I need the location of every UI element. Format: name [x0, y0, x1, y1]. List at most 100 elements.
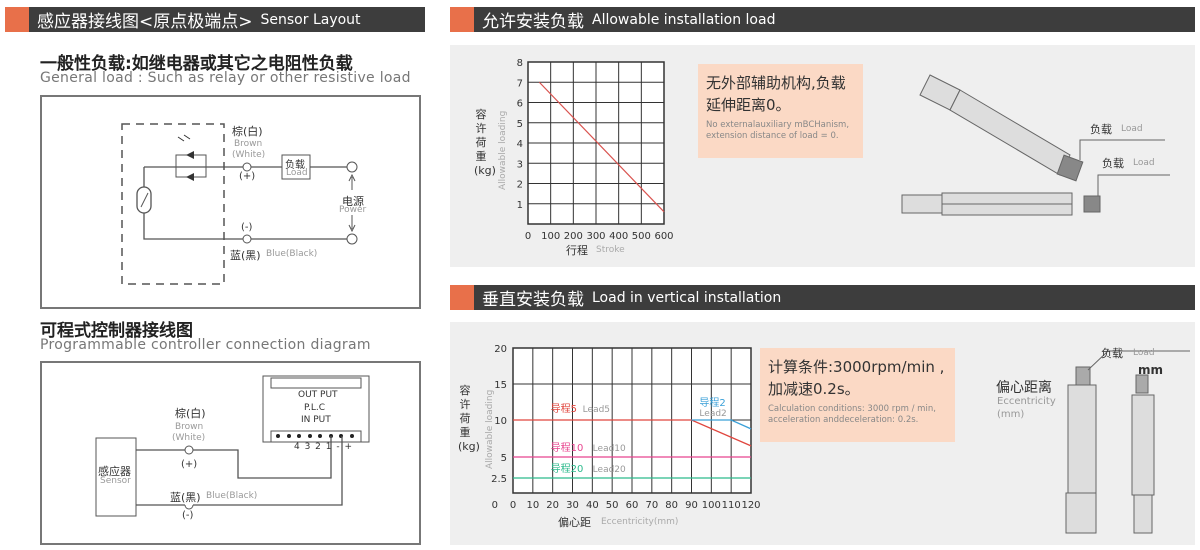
white-en: (White) — [232, 150, 266, 160]
header-en: Sensor Layout — [260, 11, 361, 28]
accent-square — [5, 7, 29, 32]
y-tick-label: 2.5 — [491, 474, 507, 485]
stroke-load-chart: 0 100 200 300 400 500 600 1 2 3 4 5 6 7 8 — [517, 58, 674, 242]
eccentricity-unit: (mm) — [997, 409, 1025, 420]
header-zh: 感应器接线图<原点极端点> — [37, 12, 253, 32]
x-tick-label: 100 — [541, 231, 560, 242]
sensor-box — [95, 437, 137, 517]
header-en: Load in vertical installation — [592, 289, 782, 306]
x-tick-label: 60 — [626, 500, 639, 511]
x-tick-label: 500 — [632, 231, 651, 242]
y-tick-label: 4 — [517, 139, 523, 150]
series-label-zh: 导程10 — [551, 442, 584, 454]
header-zh: 允许安装负载 — [482, 12, 584, 32]
y-tick-label: 20 — [494, 344, 507, 355]
power-zh: 电源 — [342, 195, 364, 208]
reed-switch-icon — [136, 186, 152, 214]
x-tick-label: 10 — [526, 500, 539, 511]
minus-label: (-) — [241, 222, 253, 233]
general-load-subtitle: General load : Such as relay or other re… — [40, 70, 411, 86]
accent-square — [450, 285, 474, 310]
load-curve — [538, 81, 665, 213]
y-tick-label: 7 — [517, 78, 523, 89]
x-tick-label: 400 — [609, 231, 628, 242]
y-tick-label: 5 — [517, 119, 523, 130]
blue-zh: 蓝(黑) — [230, 249, 261, 262]
c2-xlabel-zh: 偏心距 — [558, 516, 591, 529]
plc-subtitle: Programmable controller connection diagr… — [40, 337, 371, 353]
load-label-2-en: Load — [1133, 158, 1155, 168]
sensor-en: Sensor — [100, 476, 131, 486]
sensor-zh: 感应器 — [98, 465, 131, 478]
y-tick-label: 10 — [494, 416, 507, 427]
series-label-zh: 导程20 — [551, 463, 584, 475]
y-tick-label: 5 — [501, 453, 507, 464]
actuator-vertical-illustration — [1065, 350, 1190, 534]
note-zh: 无外部辅助机构,负载延伸距离0。 — [706, 74, 846, 114]
brown-zh: 棕(白) — [175, 407, 206, 420]
series-label-zh: 导程5 — [551, 403, 577, 415]
plc-terminals: 4 3 2 1 - + — [294, 442, 353, 452]
header-zh: 垂直安装负载 — [482, 290, 584, 310]
series-label-en: Lead2 — [699, 409, 726, 419]
vertical-load-header: 垂直安装负载 Load in vertical installation — [450, 285, 1195, 310]
y-tick-label: 6 — [517, 99, 523, 110]
eccentricity-load-chart: 0 10 20 30 40 50 60 70 80 90 100 110 120 2.5 5 10 15 20 0 导… — [491, 344, 760, 511]
x-tick-label: 120 — [741, 500, 760, 511]
c1-ylabel-en: Allowable loading — [498, 110, 508, 190]
x-tick-label: 300 — [586, 231, 605, 242]
load-label-2-zh: 负载 — [1102, 157, 1124, 170]
c2-xlabel-en: Eccentricity(mm) — [601, 517, 679, 527]
y-tick-label: 3 — [517, 159, 523, 170]
x-tick-label: 50 — [606, 500, 619, 511]
eccentricity-zh: 偏心距离 — [996, 380, 1052, 396]
x-tick-label: 90 — [685, 500, 698, 511]
x-tick-label: 100 — [702, 500, 721, 511]
allowable-note: 无外部辅助机构,负载延伸距离0。 No externalauxiliary mB… — [698, 64, 863, 158]
x-tick-label: 20 — [546, 500, 559, 511]
actuator-horizontal-illustration — [901, 74, 1170, 216]
brown-en: Brown — [175, 422, 204, 432]
x-tick-label: 600 — [654, 231, 673, 242]
y-tick-label: 1 — [517, 200, 523, 211]
series-label-zh: 导程2 — [699, 397, 725, 409]
x-tick-label: 80 — [665, 500, 678, 511]
load-label-1-zh: 负载 — [1090, 123, 1112, 136]
minus-label: (-) — [182, 510, 194, 521]
plus-label: (+) — [181, 459, 198, 470]
c1-xlabel-en: Stroke — [596, 245, 625, 255]
blue-en: Blue(Black) — [206, 491, 258, 501]
load-box — [281, 154, 311, 180]
eccentricity-en: Eccentricity — [997, 396, 1056, 407]
general-load-diagram: 棕(白) Brown (White) (+) (-) 负载 Load 电源 Po… — [40, 95, 421, 309]
blue-en: Blue(Black) — [266, 249, 318, 259]
plc-label: P.L.C — [304, 403, 326, 413]
y-tick-label: 0 — [492, 500, 498, 511]
series-label-en: Lead20 — [593, 465, 626, 475]
y-tick-label: 8 — [517, 58, 523, 69]
wiring-svg — [121, 123, 358, 285]
note-zh: 计算条件:3000rpm/min ,加减速0.2s。 — [768, 358, 945, 398]
accent-square — [450, 7, 474, 32]
brown-en: Brown — [234, 139, 263, 149]
y-tick-label: 15 — [494, 380, 507, 391]
note-en: Calculation conditions: 3000 rpm / min, … — [768, 404, 936, 425]
white-en: (White) — [172, 433, 206, 443]
mm-label: mm — [1138, 363, 1164, 377]
series-label-en: Lead10 — [593, 444, 626, 454]
x-tick-label: 0 — [525, 231, 531, 242]
sensor-layout-header: 感应器接线图<原点极端点> Sensor Layout — [5, 7, 425, 32]
header-en: Allowable installation load — [592, 11, 776, 28]
c1-ylabel-zh: 容许荷重(kg) — [474, 108, 496, 177]
load-label-1-en: Load — [1121, 124, 1143, 134]
plus-label: (+) — [239, 171, 256, 182]
plc-wiring-svg — [95, 375, 370, 517]
brown-label: 棕(白) — [232, 125, 263, 138]
c1-xlabel-zh: 行程 — [566, 244, 588, 257]
x-tick-label: 40 — [586, 500, 599, 511]
general-load-title: 一般性负载:如继电器或其它之电阻性负载 — [40, 54, 353, 74]
vertical-load-zh: 负载 — [1101, 347, 1123, 360]
plc-input-label: IN PUT — [301, 415, 331, 425]
y-tick-label: 2 — [517, 180, 523, 191]
load-zh: 负载 — [285, 160, 305, 171]
